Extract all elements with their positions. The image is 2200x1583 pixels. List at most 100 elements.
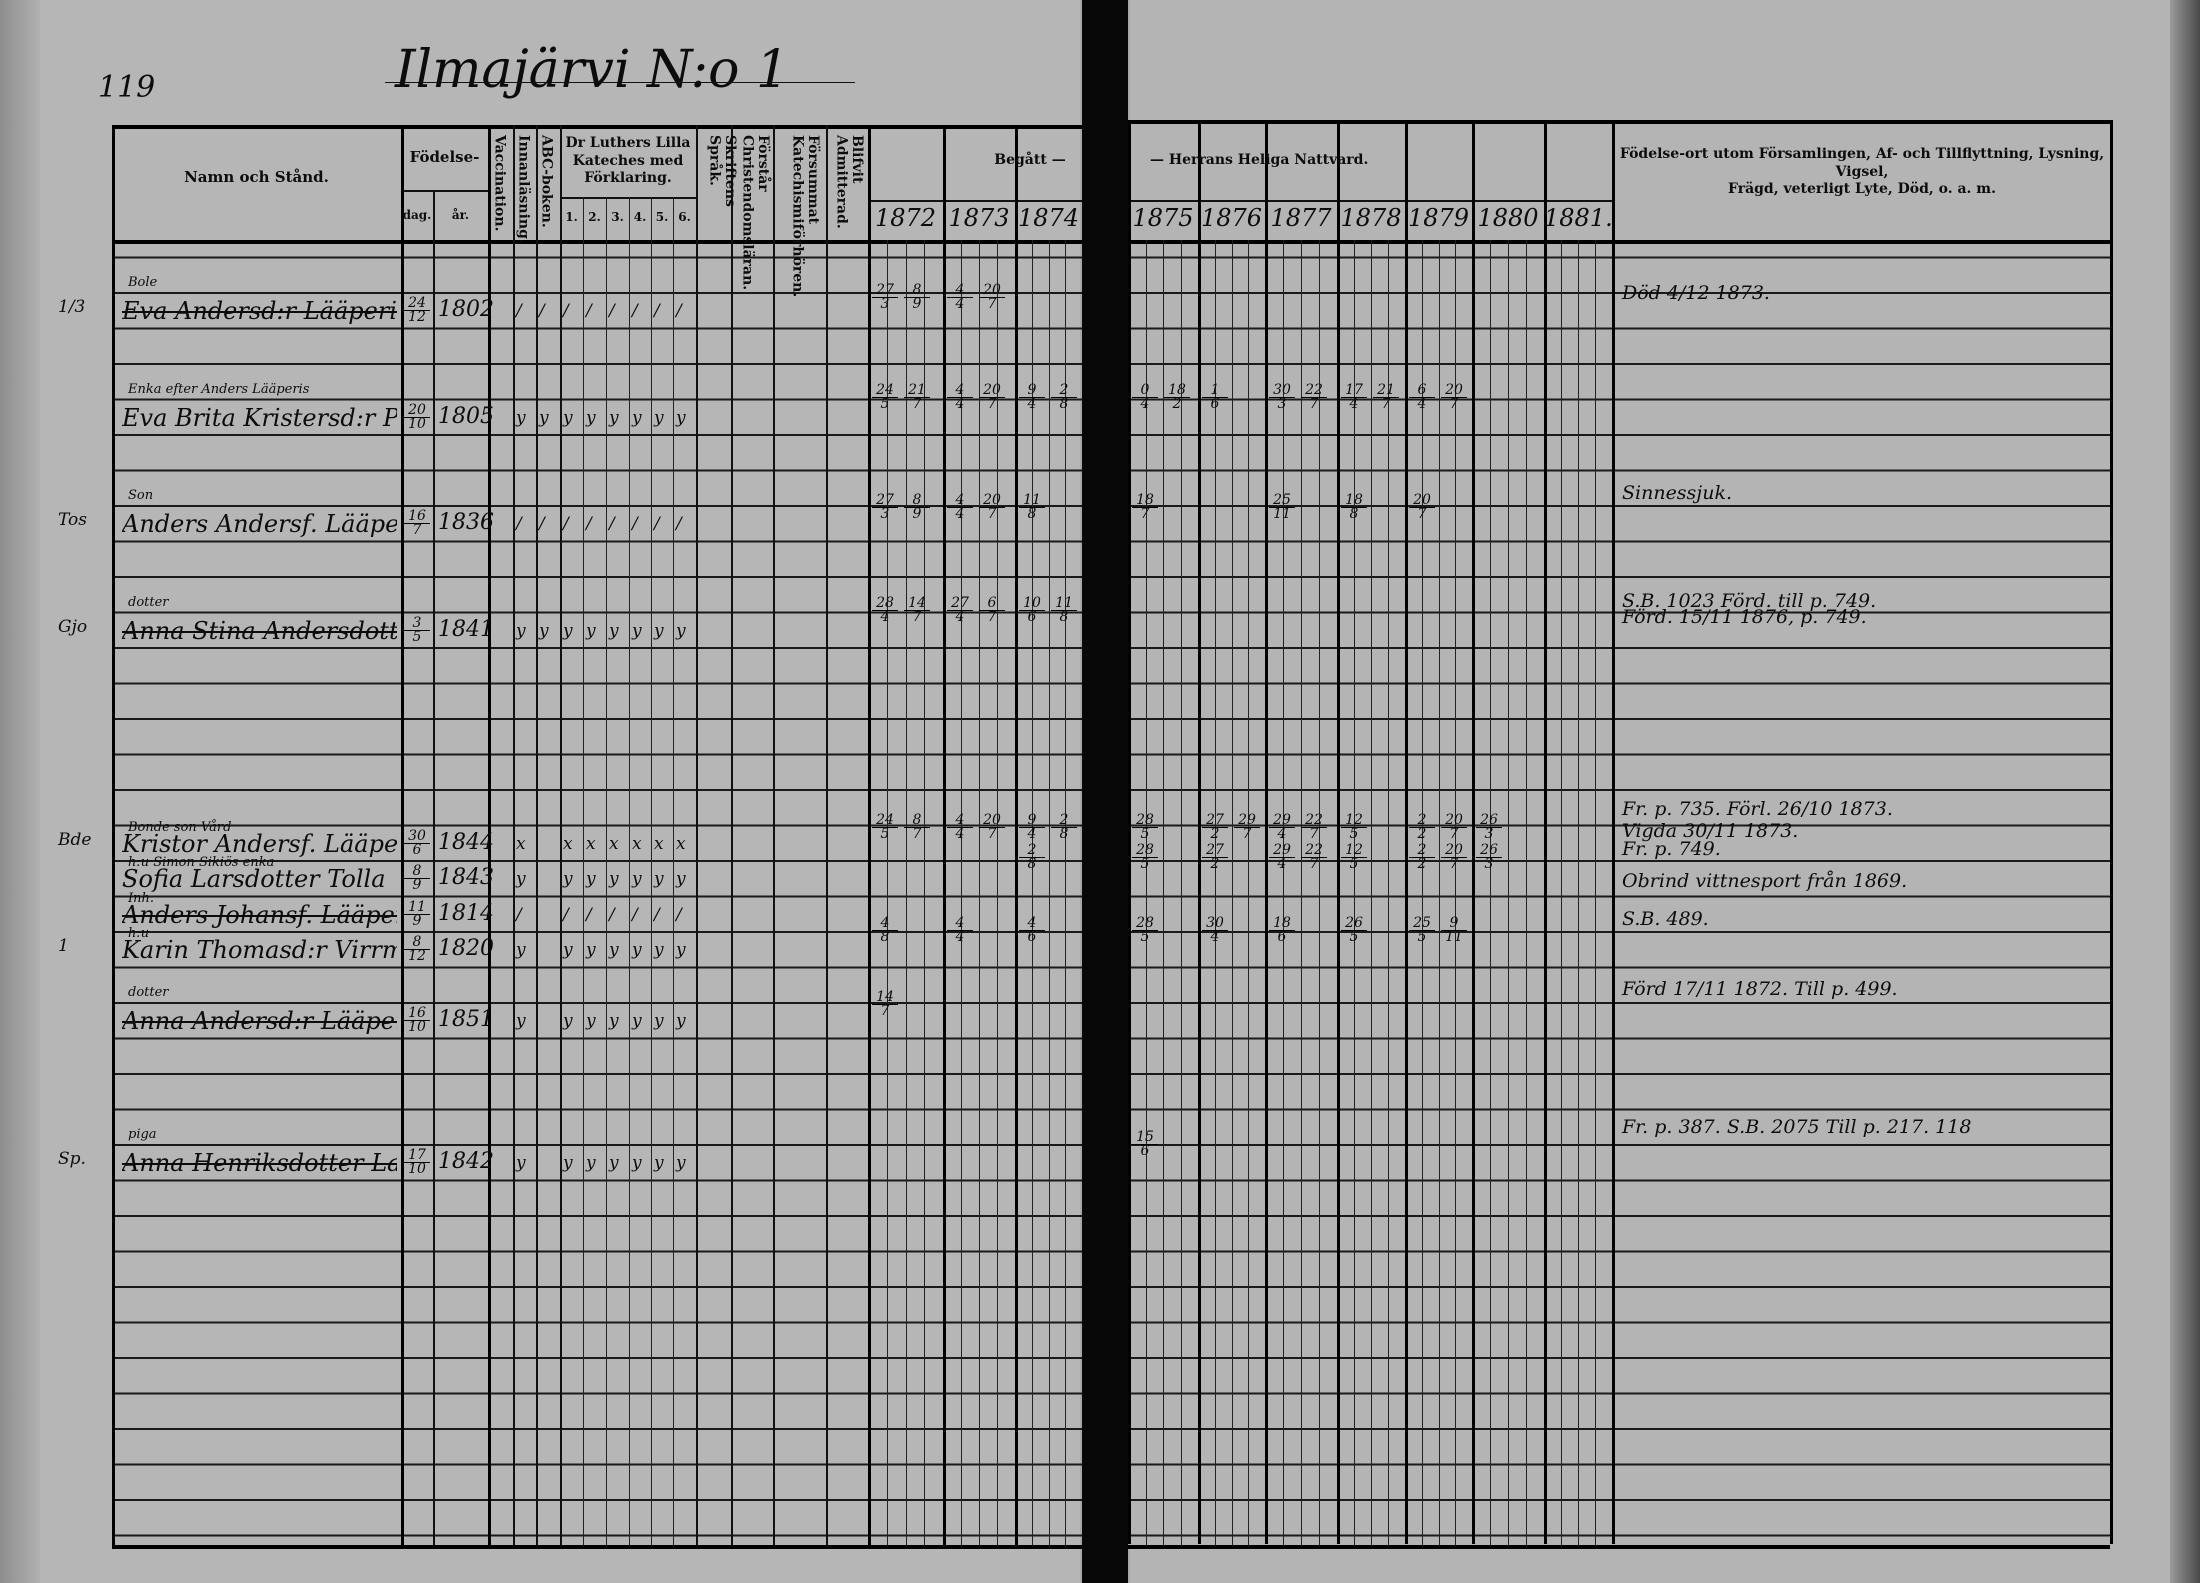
column-rule <box>401 125 404 1549</box>
knowledge-mark: y <box>516 869 526 889</box>
communion-day: 4 <box>955 915 965 931</box>
year-label: 1876 <box>1200 204 1263 232</box>
communion-month: 9 <box>904 507 930 521</box>
communion-month: 6 <box>1202 397 1228 411</box>
person-name: Karin Thomasd:r Virrmi <box>122 936 397 964</box>
communion-date: 20 7 <box>979 813 1005 841</box>
communion-day: 9 <box>1027 382 1037 398</box>
communion-day: 28 <box>1136 915 1154 931</box>
knowledge-mark: / <box>516 514 522 534</box>
title-underline <box>385 82 855 83</box>
column-rule <box>2110 120 2113 1544</box>
communion-month: 8 <box>1019 507 1045 521</box>
communion-month: 8 <box>1051 397 1077 411</box>
communion-day: 20 <box>1445 842 1463 858</box>
birth-year: 1842 <box>438 1149 494 1174</box>
knowledge-mark: y <box>586 1011 596 1031</box>
birth-day-month: 5 <box>404 630 430 644</box>
communion-date: 20 7 <box>1441 842 1467 871</box>
communion-date: 12 5 <box>1341 842 1367 871</box>
margin-note: Gjo <box>58 617 88 637</box>
person-role: Enka efter Anders Lääperis <box>128 382 310 397</box>
communion-day: 27 <box>876 282 894 298</box>
sub-column-rule <box>1422 240 1423 1545</box>
margin-note: Bde <box>58 830 92 850</box>
communion-day: 21 <box>908 382 926 398</box>
person-role: h:u <box>128 926 150 941</box>
communion-date: 20 7 <box>1441 383 1467 411</box>
communion-day: 1 <box>1210 382 1220 398</box>
column-rule <box>868 125 871 1549</box>
header-remarks-line1: Födelse-ort utom Församlingen, Af- och T… <box>1619 146 2105 180</box>
communion-month: 7 <box>979 397 1005 411</box>
communion-day: 14 <box>876 989 894 1005</box>
knowledge-mark: y <box>609 1011 619 1031</box>
communion-day: 11 <box>1055 595 1073 611</box>
communion-month: 2 <box>1409 827 1435 841</box>
communion-month: 4 <box>947 610 973 624</box>
birth-day-day: 16 <box>408 1005 426 1021</box>
communion-day: 15 <box>1136 1129 1154 1145</box>
communion-date: 20 7 <box>979 283 1005 311</box>
remark-entry: Sinnessjuk. <box>1622 482 1732 504</box>
column-rule <box>696 125 698 1545</box>
knowledge-mark: / <box>654 514 660 534</box>
year-label: 1881. <box>1544 204 1613 232</box>
communion-month: 7 <box>1301 857 1327 871</box>
communion-month: 4 <box>1409 397 1435 411</box>
communion-day: 12 <box>1345 842 1363 858</box>
table-bottom-rule <box>112 1545 1082 1549</box>
communion-date: 25 5 <box>1409 916 1435 944</box>
knowledge-mark: y <box>676 940 686 960</box>
communion-month: 7 <box>1373 397 1399 411</box>
communion-day: 24 <box>876 382 894 398</box>
birth-year: 1841 <box>438 617 494 642</box>
knowledge-mark: y <box>632 1011 642 1031</box>
knowledge-mark: y <box>632 1153 642 1173</box>
knowledge-mark: y <box>654 869 664 889</box>
sub-column-rule <box>1146 240 1147 1545</box>
knowledge-mark: / <box>676 301 682 321</box>
knowledge-mark: y <box>609 869 619 889</box>
communion-date: 29 7 <box>1234 813 1260 841</box>
person-name: Sofia Larsdotter Tolla <box>122 865 386 893</box>
communion-date: 30 4 <box>1202 916 1228 944</box>
communion-month: 3 <box>1476 827 1502 841</box>
knowledge-mark: x <box>632 834 642 854</box>
communion-date: 20 7 <box>979 383 1005 411</box>
birth-year: 1843 <box>438 865 494 890</box>
communion-day: 0 <box>1140 382 1150 398</box>
communion-date: 28 4 <box>872 596 898 624</box>
communion-date: 30 3 <box>1269 383 1295 411</box>
table-bottom-rule <box>1128 1545 2110 1549</box>
communion-month: 5 <box>1409 930 1435 944</box>
knowledge-mark: y <box>586 408 596 428</box>
header-birth: Födelse- <box>409 148 480 166</box>
communion-date: 27 2 <box>1202 813 1228 841</box>
column-rule <box>651 197 652 1545</box>
communion-month: 7 <box>1441 827 1467 841</box>
knowledge-mark: y <box>632 869 642 889</box>
remark-entry: Förd 17/11 1872. Till p. 499. <box>1622 978 1898 1000</box>
year-label: 1879 <box>1407 204 1470 232</box>
birth-day-day: 24 <box>408 295 426 311</box>
birth-day: 16 10 <box>404 1005 430 1034</box>
communion-month: 6 <box>1019 610 1045 624</box>
sub-column-rule <box>1283 240 1284 1545</box>
communion-day: 29 <box>1273 812 1291 828</box>
remark-entry: Vigda 30/11 1873. <box>1622 820 1799 842</box>
margin-note: Sp. <box>58 1149 86 1169</box>
column-rule <box>488 125 491 1549</box>
knowledge-mark: / <box>586 301 592 321</box>
communion-month: 4 <box>947 930 973 944</box>
knowledge-mark: / <box>676 905 682 925</box>
